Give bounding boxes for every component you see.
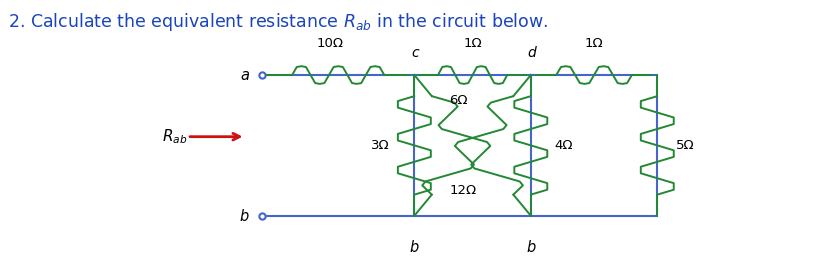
Text: $R_{ab}$: $R_{ab}$ xyxy=(162,127,187,146)
Text: $d$: $d$ xyxy=(527,45,538,60)
Text: 1Ω: 1Ω xyxy=(585,36,603,50)
Text: 12Ω: 12Ω xyxy=(449,184,477,197)
Text: 2. Calculate the equivalent resistance $R_{ab}$ in the circuit below.: 2. Calculate the equivalent resistance $… xyxy=(8,11,548,33)
Text: 10Ω: 10Ω xyxy=(316,36,344,50)
Text: $a$: $a$ xyxy=(240,68,250,83)
Text: 4Ω: 4Ω xyxy=(554,139,572,152)
Text: $c$: $c$ xyxy=(411,46,421,60)
Text: 5Ω: 5Ω xyxy=(676,139,694,152)
Text: 1Ω: 1Ω xyxy=(463,36,482,50)
Text: $b$: $b$ xyxy=(239,208,250,224)
Text: 3Ω: 3Ω xyxy=(371,139,389,152)
Text: 6Ω: 6Ω xyxy=(449,94,468,107)
Text: $b$: $b$ xyxy=(526,239,536,255)
Text: $b$: $b$ xyxy=(409,239,419,255)
